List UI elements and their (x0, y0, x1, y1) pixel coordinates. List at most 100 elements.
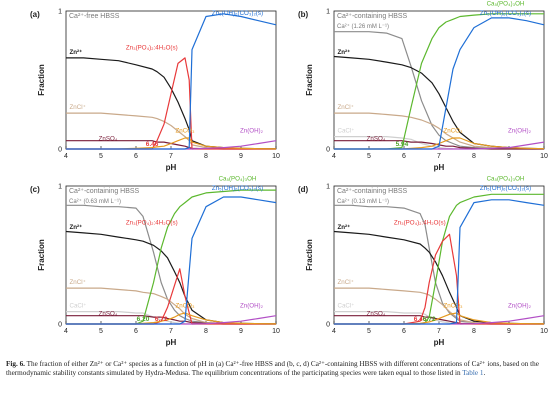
panel-title: Ca²⁺-containing HBSS (337, 188, 408, 195)
x-tick-label: 7 (437, 328, 441, 335)
x-tick-label: 9 (239, 328, 243, 335)
series-label: Zn₅(OH)₆(CO₃)₂(s) (212, 185, 263, 192)
x-axis-label: pH (166, 338, 177, 347)
series-label: ZnCO₃ (443, 127, 463, 134)
panel-label: (a) (30, 10, 40, 19)
y-tick-label: 1 (326, 9, 330, 16)
x-tick-label: 6 (134, 153, 138, 160)
series-label: Ca₅(PO₄)₃OH (487, 0, 525, 7)
y-tick-label: 0 (326, 147, 330, 154)
x-tick-label: 9 (239, 153, 243, 160)
series-label: Zn(OH)₂ (508, 302, 532, 309)
x-tick-label: 4 (332, 328, 336, 335)
x-tick-label: 5 (367, 153, 371, 160)
x-tick-label: 5 (99, 328, 103, 335)
series-label: Zn(OH)₂ (508, 127, 532, 134)
threshold-annotation: 6.72 (423, 316, 436, 323)
chart-panel-4: 4 5 6 7 8 9 10 0 1 pH Fraction (d) Ca²⁺-containing H… (298, 175, 548, 347)
series-label: ZnCl⁺ (70, 279, 86, 286)
y-tick-label: 1 (58, 184, 62, 191)
x-axis-label: pH (166, 163, 177, 172)
series-label: ZnSO₄ (99, 311, 118, 318)
x-tick-label: 7 (169, 328, 173, 335)
chart-panel-3: 4 5 6 7 8 9 10 0 1 pH Fraction (c) Ca²⁺-containing H… (30, 175, 280, 347)
threshold-annotation: 6.46 (414, 316, 427, 323)
x-tick-label: 7 (437, 153, 441, 160)
series-line-zncl (334, 287, 545, 325)
series-label: ZnCl⁺ (70, 104, 86, 111)
series-line-cacl (66, 311, 276, 325)
x-tick-label: 8 (204, 153, 208, 160)
threshold-annotation: 5.94 (396, 141, 409, 148)
x-axis-label: pH (434, 338, 445, 347)
series-label: CaCl⁺ (70, 302, 87, 309)
x-tick-label: 4 (332, 153, 336, 160)
y-tick-label: 1 (326, 184, 330, 191)
panel-title: Ca²⁺-containing HBSS (69, 188, 140, 195)
series-label: Zn₃(PO₄)₂:4H₂O(s) (126, 220, 178, 227)
series-label: Ca₅(PO₄)₃OH (219, 175, 257, 182)
panel-label: (c) (30, 185, 40, 194)
series-label: Zn²⁺ (70, 49, 83, 56)
y-axis-label: Fraction (37, 239, 46, 271)
x-tick-label: 5 (99, 153, 103, 160)
y-axis-label: Fraction (305, 239, 314, 271)
y-axis-label: Fraction (305, 64, 314, 96)
series-line-zn5-oh-6-co3-2-s (66, 13, 277, 150)
series-line-zn2 (65, 230, 277, 325)
threshold-annotation: 6.72 (155, 316, 168, 323)
series-line-zn2 (66, 57, 277, 150)
x-tick-label: 9 (507, 153, 511, 160)
x-tick-label: 8 (472, 328, 476, 335)
x-axis-label: pH (434, 163, 445, 172)
series-label: Zn²⁺ (338, 49, 351, 56)
x-tick-label: 4 (64, 153, 68, 160)
series-label: ZnCO₃ (175, 127, 195, 134)
series-line-zncl (66, 287, 277, 325)
caption-end: . (483, 369, 486, 378)
series-label: Zn₅(OH)₆(CO₃)₂(s) (480, 185, 531, 192)
series-label: Zn₅(OH)₆(CO₃)₂(s) (480, 10, 531, 17)
panel-subtitle: Ca²⁺ (0.63 mM L⁻¹) (69, 198, 121, 205)
y-tick-label: 0 (326, 322, 330, 329)
series-label: ZnCl⁺ (338, 279, 354, 286)
series-line-zn3-po4-2-4h2o-s (334, 233, 544, 325)
y-tick-label: 0 (58, 322, 62, 329)
series-label: ZnSO₄ (99, 136, 118, 143)
series-line-zn5-oh-6-co3-2-s (334, 199, 545, 325)
panel-label: (d) (298, 185, 309, 194)
panel-subtitle: Ca²⁺ (0.13 mM L⁻¹) (337, 198, 389, 205)
series-label: CaCl⁺ (338, 302, 355, 309)
series-label: Ca₅(PO₄)₃OH (487, 175, 525, 182)
x-tick-label: 8 (204, 328, 208, 335)
x-tick-label: 10 (272, 328, 280, 335)
series-label: Zn²⁺ (70, 224, 83, 231)
panel-title: Ca²⁺-containing HBSS (337, 13, 408, 20)
threshold-annotation: 6.20 (137, 316, 150, 323)
x-tick-label: 8 (472, 153, 476, 160)
series-label: ZnCO₃ (175, 302, 195, 309)
panel-title: Ca²⁺-free HBSS (69, 13, 120, 20)
caption-text: The fraction of either Zn²⁺ or Ca²⁺ spec… (6, 360, 539, 378)
series-label: ZnCO₃ (443, 302, 463, 309)
series-label: Zn²⁺ (338, 224, 351, 231)
panel-subtitle: Ca²⁺ (1.26 mM L⁻¹) (337, 23, 389, 30)
y-axis-label: Fraction (37, 64, 46, 96)
x-tick-label: 4 (64, 328, 68, 335)
panel-label: (b) (298, 10, 309, 19)
chart-panel-2: 4 5 6 7 8 9 10 0 1 pH Fraction (b) Ca²⁺-containing H… (298, 0, 548, 172)
x-tick-label: 10 (540, 153, 548, 160)
x-tick-label: 6 (134, 328, 138, 335)
series-label: Zn(OH)₂ (240, 302, 264, 309)
caption-link[interactable]: Table 1 (462, 369, 484, 378)
series-label: ZnSO₄ (367, 136, 386, 143)
y-tick-label: 0 (58, 147, 62, 154)
series-label: ZnSO₄ (367, 311, 386, 318)
x-tick-label: 7 (169, 153, 173, 160)
series-label: Zn₅(OH)₆(CO₃)₂(s) (212, 10, 263, 17)
series-label: ZnCl⁺ (338, 104, 354, 111)
series-label: Zn₃(PO₄)₂:4H₂O(s) (126, 45, 178, 52)
x-tick-label: 6 (402, 328, 406, 335)
x-tick-label: 6 (402, 153, 406, 160)
